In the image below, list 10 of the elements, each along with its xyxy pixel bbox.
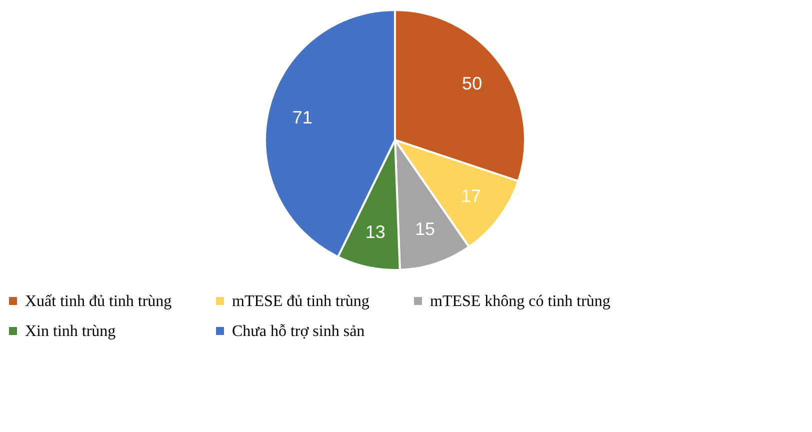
legend-label: Xin tinh trùng — [25, 323, 116, 340]
data-label: 17 — [460, 186, 482, 206]
data-label: 15 — [415, 219, 436, 240]
legend-label: Chưa hỗ trợ sinh sản — [232, 323, 365, 340]
legend-label: mTESE đủ tinh trùng — [232, 293, 370, 310]
data-label: 13 — [365, 222, 386, 242]
legend-label: Xuất tinh đủ tinh trùng — [25, 293, 172, 310]
data-label: 50 — [462, 73, 482, 94]
legend-label: mTESE không có tinh trùng — [430, 293, 610, 310]
data-label: 71 — [292, 108, 312, 128]
